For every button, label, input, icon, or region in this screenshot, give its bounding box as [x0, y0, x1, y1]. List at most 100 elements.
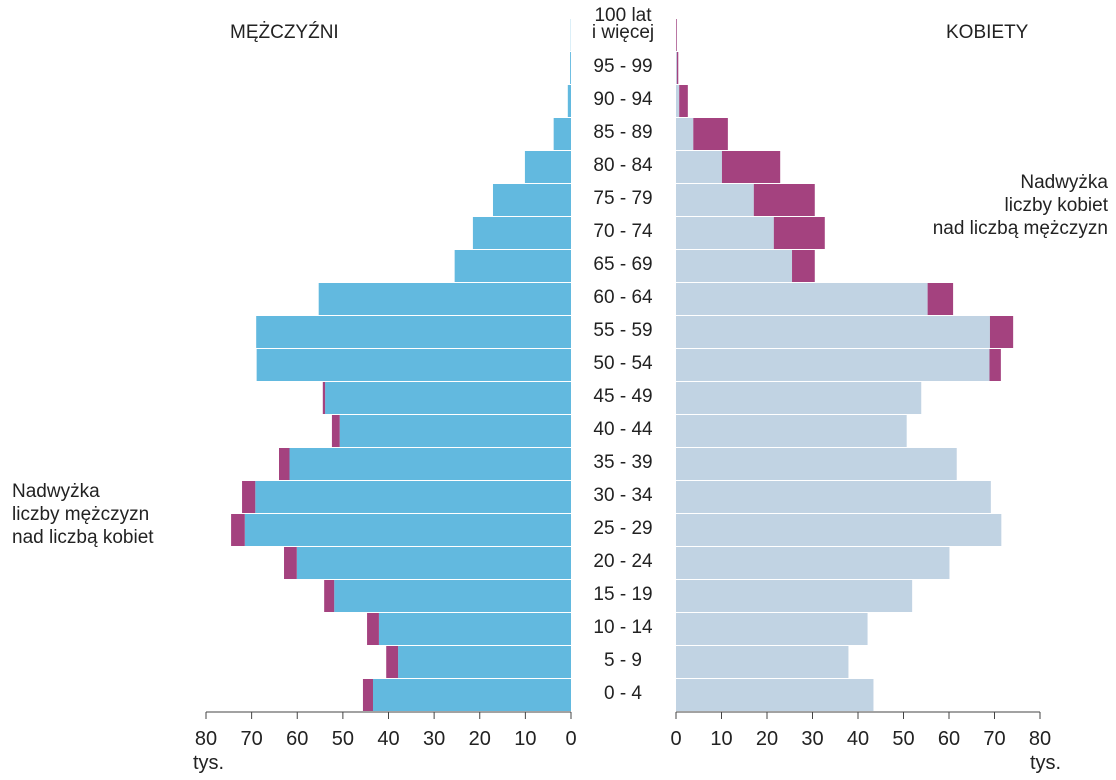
female-bar — [676, 382, 922, 414]
female-excess-bar — [989, 316, 1014, 348]
male-excess-bar — [362, 679, 373, 711]
category-label: 20 - 24 — [593, 551, 653, 572]
female-bar — [676, 514, 1002, 546]
male-bar — [570, 52, 571, 84]
male-excess-bar — [386, 646, 399, 678]
female-header: KOBIETY — [946, 22, 1029, 43]
x-tick-label: 10 — [514, 728, 537, 750]
female-excess-bar — [753, 184, 815, 216]
female-bar — [676, 250, 793, 282]
female-bar — [676, 646, 849, 678]
male-bar — [256, 349, 571, 381]
female-bar — [676, 85, 680, 117]
male-bar — [339, 415, 571, 447]
female-bar — [676, 481, 991, 513]
male-bar — [378, 613, 571, 645]
male-bar — [553, 118, 571, 150]
category-label: 80 - 84 — [593, 155, 653, 176]
female-bar — [676, 184, 754, 216]
category-label: 10 - 14 — [593, 617, 653, 638]
female-bar — [676, 415, 907, 447]
male-bar — [398, 646, 571, 678]
female-excess-bar — [676, 19, 677, 51]
category-label: 15 - 19 — [593, 584, 653, 605]
category-label: 75 - 79 — [593, 188, 653, 209]
male-bar — [524, 151, 571, 183]
male-bar — [454, 250, 571, 282]
category-label: 40 - 44 — [593, 419, 653, 440]
male-bar — [567, 85, 571, 117]
male-excess-bar — [322, 382, 326, 414]
x-tick-label: 20 — [755, 728, 779, 750]
female-bar — [676, 118, 694, 150]
male-excess-bar — [242, 481, 256, 513]
x-tick-label: 0 — [565, 728, 577, 750]
female-bar — [676, 580, 913, 612]
female-bar — [676, 613, 868, 645]
category-label: 45 - 49 — [593, 386, 653, 407]
annotation: Nadwyżka liczby kobiet nad liczbą mężczy… — [932, 172, 1108, 239]
male-bar — [256, 316, 571, 348]
male-bar — [325, 382, 571, 414]
female-bar — [676, 52, 677, 84]
category-label: 85 - 89 — [593, 122, 653, 143]
female-bar — [676, 679, 874, 711]
female-excess-bar — [721, 151, 781, 183]
x-tick-label: 30 — [801, 728, 824, 750]
male-bar — [492, 184, 571, 216]
x-tick-label: 60 — [937, 728, 961, 750]
category-label: 95 - 99 — [593, 56, 653, 77]
male-header: MĘŻCZYŹNI — [230, 22, 339, 43]
category-label: 50 - 54 — [593, 353, 653, 374]
female-excess-bar — [927, 283, 954, 315]
x-tick-label: 0 — [670, 728, 682, 750]
female-excess-bar — [679, 85, 688, 117]
category-label: 65 - 69 — [593, 254, 653, 275]
x-tick-label: 70 — [240, 728, 263, 750]
female-excess-bar — [989, 349, 1001, 381]
category-label: 60 - 64 — [593, 287, 653, 308]
x-tick-label: 40 — [846, 728, 870, 750]
female-excess-bar — [792, 250, 815, 282]
female-excess-bar — [676, 52, 679, 84]
male-excess-bar — [279, 448, 290, 480]
female-bar — [676, 316, 990, 348]
male-bar — [244, 514, 571, 546]
male-bar — [334, 580, 571, 612]
x-tick-label: 80 — [194, 728, 218, 750]
male-bar — [372, 679, 571, 711]
female-bar — [676, 151, 722, 183]
category-label: 90 - 94 — [593, 89, 653, 110]
category-label: 70 - 74 — [593, 221, 653, 242]
category-label: 55 - 59 — [593, 320, 653, 341]
x-tick-label: 30 — [423, 728, 446, 750]
female-bar — [676, 349, 990, 381]
category-label: 30 - 34 — [593, 485, 653, 506]
x-tick-label: 50 — [331, 728, 354, 750]
x-tick-label: 70 — [983, 728, 1006, 750]
male-bar — [318, 283, 571, 315]
female-bar — [676, 547, 950, 579]
x-tick-label: 40 — [377, 728, 400, 750]
male-bar — [255, 481, 571, 513]
male-bar — [296, 547, 571, 579]
x-axis-unit: tys. — [1030, 752, 1062, 774]
male-excess-bar — [284, 547, 297, 579]
male-excess-bar — [367, 613, 379, 645]
x-tick-label: 60 — [286, 728, 309, 750]
male-excess-bar — [331, 415, 340, 447]
female-bar — [676, 448, 957, 480]
category-label: 5 - 9 — [603, 650, 643, 671]
x-tick-label: 10 — [710, 728, 733, 750]
male-excess-bar — [231, 514, 245, 546]
category-label: 35 - 39 — [593, 452, 653, 473]
male-bar — [289, 448, 571, 480]
x-tick-label: 20 — [468, 728, 491, 750]
female-excess-bar — [693, 118, 728, 150]
female-bar — [676, 283, 928, 315]
x-tick-label: 80 — [1028, 728, 1052, 750]
category-label: 100 lat i więcej — [591, 5, 655, 43]
category-label: 0 - 4 — [603, 683, 643, 704]
